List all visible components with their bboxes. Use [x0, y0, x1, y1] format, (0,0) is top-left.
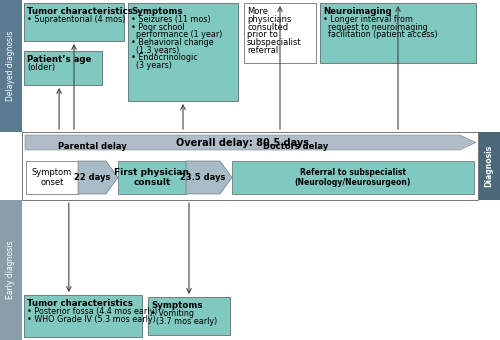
Text: Overall delay: 80.5 days: Overall delay: 80.5 days: [176, 137, 309, 148]
Polygon shape: [186, 161, 232, 194]
Text: Early diagnosis: Early diagnosis: [6, 241, 16, 299]
FancyBboxPatch shape: [232, 161, 474, 194]
FancyBboxPatch shape: [320, 3, 476, 63]
Text: • WHO Grade IV (5.3 mos early): • WHO Grade IV (5.3 mos early): [27, 315, 156, 324]
Text: Neuroimaging: Neuroimaging: [323, 7, 392, 16]
Text: Doctors delay: Doctors delay: [264, 142, 328, 151]
Text: • Vomiting: • Vomiting: [151, 309, 194, 318]
Polygon shape: [78, 161, 118, 194]
FancyBboxPatch shape: [478, 132, 500, 200]
Text: • Supratentorial (4 mos): • Supratentorial (4 mos): [27, 15, 126, 24]
Text: referral: referral: [247, 46, 278, 55]
FancyBboxPatch shape: [0, 200, 22, 340]
Text: • Posterior fossa (4.4 mos early): • Posterior fossa (4.4 mos early): [27, 307, 158, 316]
Text: (3.7 mos early): (3.7 mos early): [151, 317, 217, 326]
Text: Patient’s age: Patient’s age: [27, 55, 92, 64]
Text: • Endocrinologic: • Endocrinologic: [131, 53, 198, 62]
Text: Symptoms: Symptoms: [131, 7, 182, 16]
Text: prior to: prior to: [247, 30, 278, 39]
FancyBboxPatch shape: [24, 3, 124, 41]
Text: physicians: physicians: [247, 15, 292, 24]
Text: More: More: [247, 7, 268, 16]
Text: First physician
consult: First physician consult: [114, 168, 190, 187]
Text: • Longer interval from: • Longer interval from: [323, 15, 413, 24]
Text: facilitation (patient access): facilitation (patient access): [323, 30, 438, 39]
Text: (older): (older): [27, 63, 55, 72]
Text: • Behavioral change: • Behavioral change: [131, 38, 214, 47]
Text: Delayed diagnosis: Delayed diagnosis: [6, 31, 16, 101]
Text: Symptoms: Symptoms: [151, 301, 203, 310]
FancyBboxPatch shape: [148, 297, 230, 335]
Text: Tumor characteristics: Tumor characteristics: [27, 7, 133, 16]
Text: performance (1 year): performance (1 year): [131, 30, 222, 39]
Polygon shape: [25, 135, 476, 150]
FancyBboxPatch shape: [128, 3, 238, 101]
Text: Diagnosis: Diagnosis: [484, 145, 494, 187]
Text: 22 days: 22 days: [74, 173, 110, 182]
FancyBboxPatch shape: [244, 3, 316, 63]
FancyBboxPatch shape: [24, 51, 102, 85]
Text: consulted: consulted: [247, 22, 288, 32]
Text: (1.3 years): (1.3 years): [131, 46, 180, 55]
Text: • Poor school: • Poor school: [131, 23, 184, 32]
FancyBboxPatch shape: [118, 161, 186, 194]
Text: Referral to subspecialist
(Neurology/Neurosurgeon): Referral to subspecialist (Neurology/Neu…: [295, 168, 411, 187]
Text: 23.5 days: 23.5 days: [180, 173, 226, 182]
Text: Tumor characteristics: Tumor characteristics: [27, 299, 133, 308]
Text: • Seizures (11 mos): • Seizures (11 mos): [131, 15, 210, 24]
Text: (3 years): (3 years): [131, 61, 172, 70]
Text: subspecialist: subspecialist: [247, 38, 302, 47]
FancyBboxPatch shape: [26, 161, 78, 194]
FancyBboxPatch shape: [22, 132, 478, 200]
Text: request to neuroimaging: request to neuroimaging: [323, 23, 428, 32]
FancyBboxPatch shape: [24, 295, 142, 337]
FancyBboxPatch shape: [0, 0, 22, 132]
Text: Symptom
onset: Symptom onset: [32, 168, 72, 187]
Text: Parental delay: Parental delay: [58, 142, 126, 151]
